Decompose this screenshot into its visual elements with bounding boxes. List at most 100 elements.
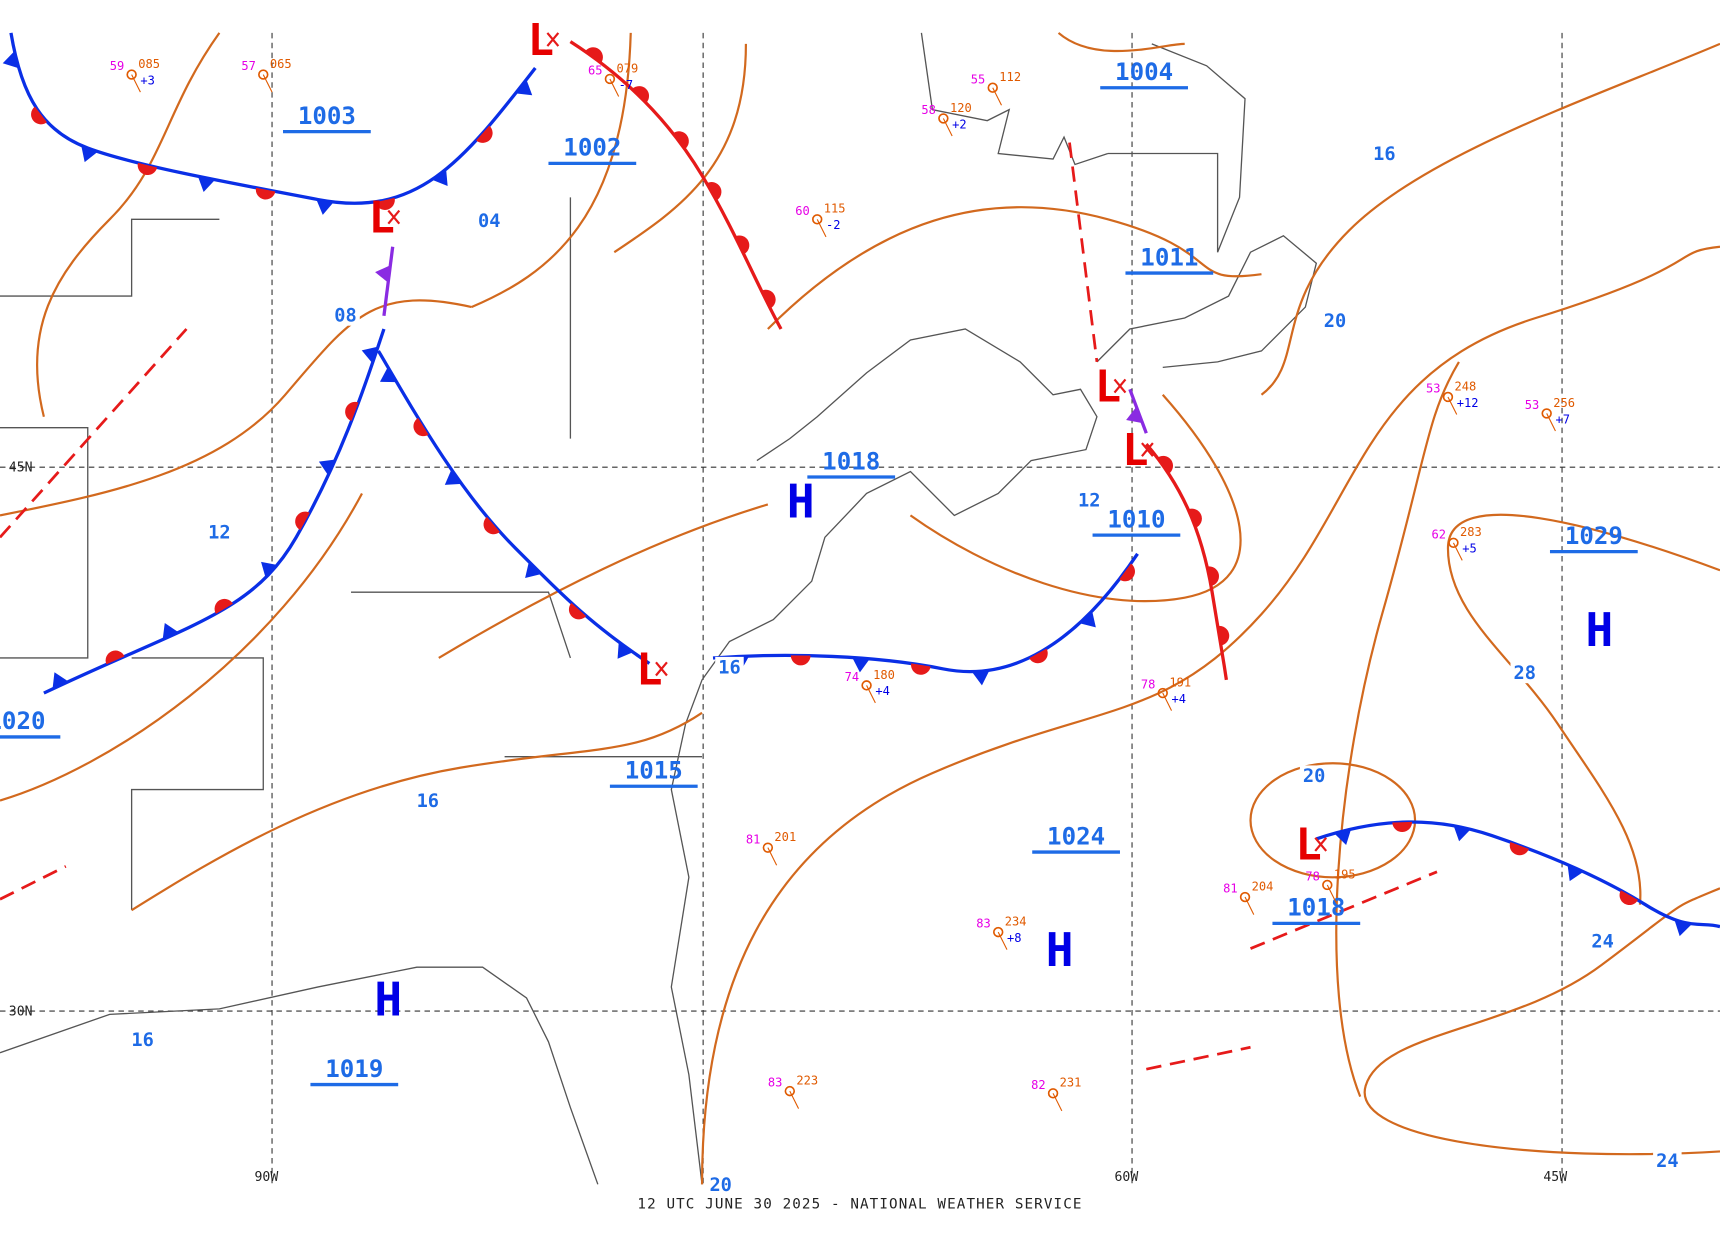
isobar-label-bg (474, 210, 504, 232)
warm-front-pip (761, 289, 776, 309)
isobar-label: 20 (1303, 766, 1325, 787)
isobar (471, 32, 632, 309)
station-pressure: 112 (999, 70, 1021, 84)
warm-front-pip (345, 401, 359, 422)
cold-front-pip (1567, 864, 1584, 882)
pressure-value: 1019 (325, 1055, 383, 1083)
isobar-label-bg (205, 521, 234, 543)
cold-front-pip (1674, 920, 1692, 937)
cold-front-pip (316, 199, 334, 215)
cold-front-pip (162, 623, 179, 640)
front (0, 328, 188, 539)
station-temp: 60 (795, 204, 810, 218)
station-temp: 83 (976, 917, 991, 931)
cold-front-pip (2, 51, 19, 69)
warm-front-pip (1207, 566, 1220, 586)
isobar-label: 04 (478, 211, 500, 232)
wind-barb (1052, 1093, 1063, 1112)
coastline (670, 328, 1098, 1185)
station (258, 69, 269, 80)
wind-barb (1452, 542, 1463, 561)
station (762, 842, 774, 853)
isobar-label: 16 (131, 1030, 153, 1051)
station (604, 73, 616, 85)
isobar-label-bg (1370, 143, 1399, 165)
station (1448, 537, 1459, 549)
warm-front-pip (1509, 842, 1529, 856)
station-pressure: 231 (1060, 1076, 1082, 1090)
isobar (1335, 361, 1460, 1098)
grid-label: 45N (9, 461, 33, 476)
station-temp: 65 (588, 64, 603, 78)
front (377, 350, 651, 665)
station-temp: 81 (1223, 882, 1238, 896)
warm-front-pip (295, 511, 310, 531)
isobar-label: 28 (1514, 663, 1536, 684)
isobars (0, 32, 1720, 1185)
isobar-label-bg (1320, 310, 1350, 332)
station (1442, 391, 1454, 403)
low-center: L (636, 644, 662, 695)
station-tendency: +4 (1172, 692, 1187, 706)
warm-front-pip (1217, 625, 1230, 646)
station-tendency: +5 (1462, 542, 1477, 556)
isobar-label-bg (706, 1174, 735, 1196)
isobar (1363, 887, 1720, 1156)
pressure-value: 1003 (298, 102, 356, 130)
station (1239, 891, 1251, 903)
isobar-label: 16 (1373, 144, 1395, 165)
station-pressure: 115 (824, 202, 846, 216)
station-pressure: 191 (1169, 675, 1191, 689)
low-cross (1314, 837, 1328, 852)
station-temp: 78 (1305, 870, 1320, 884)
cold-front-pip (1126, 406, 1143, 424)
cold-front-pip (852, 657, 870, 673)
isobar (1057, 32, 1185, 53)
high-center: H (1585, 603, 1613, 657)
station-tendency: +4 (875, 684, 890, 698)
station-tendency: +2 (952, 117, 967, 131)
station-temp: 62 (1432, 527, 1447, 541)
warm-front-pip (137, 162, 158, 176)
cold-front-pip (379, 367, 397, 383)
wind-barb (1162, 692, 1173, 711)
station-pressure: 120 (950, 101, 972, 115)
station-temp: 53 (1525, 398, 1540, 412)
warm-front-pip (585, 47, 603, 63)
isobar-label-bg (1075, 490, 1104, 512)
cold-front-pip (444, 469, 462, 485)
station-pressure: 283 (1460, 525, 1482, 539)
station (993, 926, 1004, 938)
isobar-label-bg (715, 656, 744, 678)
isobar-label: 16 (718, 657, 740, 678)
warm-front-pip (31, 106, 47, 125)
station (938, 113, 949, 124)
warm-front-pip (735, 235, 750, 255)
station-pressure: 195 (1334, 867, 1356, 881)
station-pressure: 204 (1252, 879, 1274, 893)
isobar-label: 20 (1324, 311, 1346, 332)
warm-front-pip (632, 86, 650, 103)
station (1047, 1088, 1059, 1099)
grid-label: 60W (1114, 1170, 1138, 1185)
station-tendency: +7 (1555, 412, 1570, 426)
wind-barb (1447, 396, 1458, 415)
station-pressure: 223 (796, 1074, 818, 1088)
wind-barb (1546, 413, 1556, 432)
isobar-label: 24 (1656, 1151, 1678, 1172)
grid-label: 30N (9, 1004, 33, 1019)
wind-barb (767, 847, 778, 866)
wind-barb (609, 78, 620, 97)
grid-label: 45W (1543, 1170, 1567, 1185)
front (9, 32, 537, 205)
warm-front-pip (1157, 455, 1174, 474)
station (1157, 687, 1168, 699)
warm-front-pip (413, 417, 429, 437)
station-temp: 78 (1141, 678, 1156, 692)
station-temp: 53 (1426, 382, 1441, 396)
wind-barb (1326, 884, 1337, 903)
station-temp: 59 (110, 59, 125, 73)
pressure-value: 1029 (1565, 522, 1623, 550)
warm-front-pip (1392, 821, 1413, 833)
low-center: L (369, 192, 395, 243)
